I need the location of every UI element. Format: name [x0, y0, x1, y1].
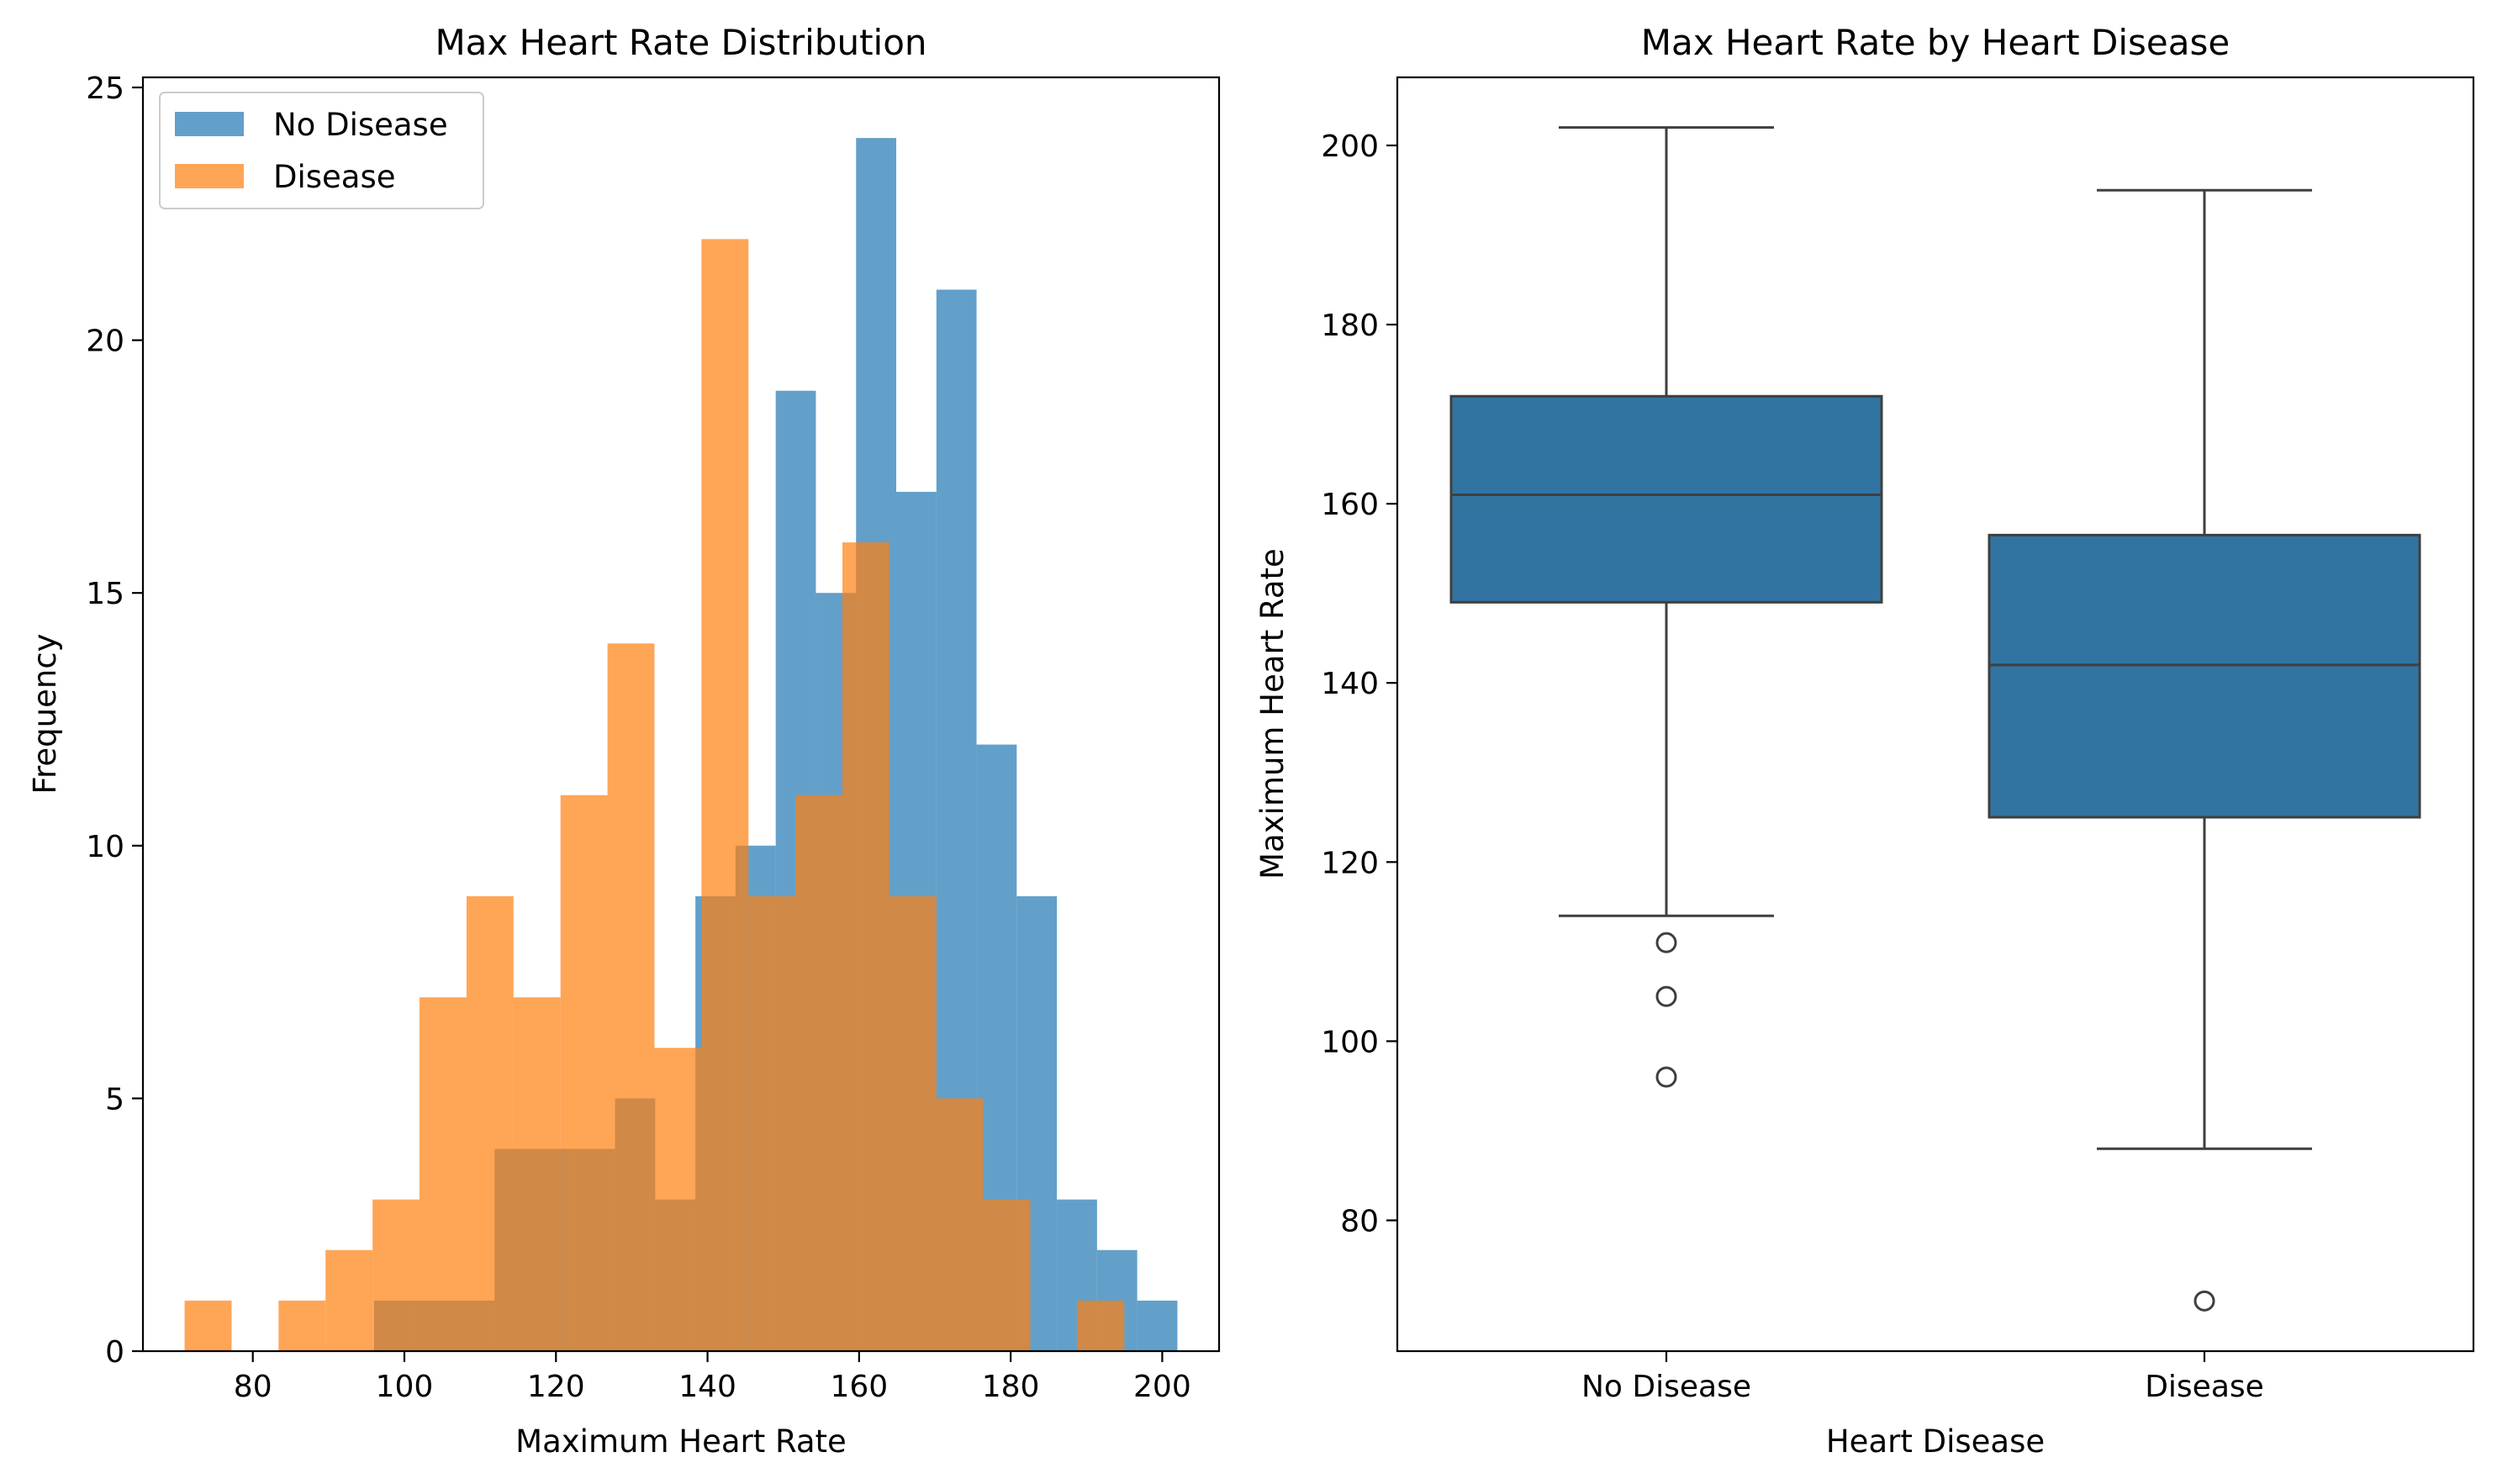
- boxplot-y-tick-label: 140: [1321, 667, 1379, 701]
- histogram-bar-disease: [513, 997, 561, 1351]
- histogram-legend: No Disease Disease: [159, 92, 484, 209]
- outlier-point-no-disease: [1655, 1066, 1677, 1088]
- outlier-point-disease: [2193, 1290, 2215, 1312]
- histogram-x-axis-label: Maximum Heart Rate: [515, 1423, 847, 1460]
- boxplot-axes-frame: [1396, 76, 2475, 1353]
- boxplot-y-tick-label: 80: [1340, 1204, 1379, 1238]
- histogram-bar-disease: [420, 997, 467, 1351]
- boxplot-x-tick-label: No Disease: [1581, 1370, 1751, 1404]
- boxplot-y-ticks: 80 100 120 140 160 180 200: [1321, 129, 1397, 1238]
- boxplot-title: Max Heart Rate by Heart Disease: [1641, 22, 2230, 63]
- histogram-bar-disease: [325, 1249, 373, 1351]
- boxplot-x-axis-label: Heart Disease: [1826, 1423, 2045, 1460]
- histogram-title: Max Heart Rate Distribution: [435, 22, 926, 63]
- histogram-bar-disease: [983, 1199, 1031, 1351]
- histogram-x-ticks: 80 100 120 140 160 180 200: [234, 1351, 1191, 1404]
- histogram-bar-disease: [184, 1300, 232, 1351]
- histogram-bar-disease: [936, 1098, 984, 1351]
- legend-label-disease: Disease: [273, 159, 396, 195]
- histogram-y-tick-label: 10: [86, 830, 124, 864]
- box-disease: [1988, 533, 2421, 819]
- histogram-x-tick-label: 180: [982, 1370, 1040, 1404]
- histogram-bar-no-disease: [1137, 1300, 1178, 1351]
- histogram-y-tick-label: 0: [105, 1335, 124, 1370]
- boxplot-y-tick-label: 180: [1321, 309, 1379, 343]
- boxplot-panel: No Disease Disease 80 100 120 140 160 180 200 M…: [1254, 22, 2475, 1460]
- histogram-x-tick-label: 140: [678, 1370, 736, 1404]
- histogram-bar-disease: [795, 795, 842, 1351]
- histogram-bar-disease: [842, 542, 890, 1351]
- histogram-bars: [184, 138, 1178, 1352]
- boxplot-y-tick-label: 120: [1321, 846, 1379, 880]
- boxplot-y-tick-label: 160: [1321, 488, 1379, 522]
- boxplot-x-ticks: No Disease Disease: [1581, 1351, 2264, 1404]
- histogram-x-tick-label: 200: [1133, 1370, 1191, 1404]
- histogram-axes-frame: [141, 76, 1221, 1353]
- box-no-disease: [1449, 394, 1883, 604]
- histogram-y-axis-label: Frequency: [27, 633, 63, 794]
- boxplot-elements: [1449, 126, 2421, 1312]
- histogram-bar-disease: [748, 895, 796, 1351]
- histogram-y-tick-label: 15: [86, 577, 124, 611]
- histogram-bar-disease: [560, 795, 608, 1351]
- boxplot-x-tick-label: Disease: [2145, 1370, 2264, 1404]
- histogram-y-ticks: 0 5 10 15 20 25: [86, 71, 143, 1370]
- histogram-x-tick-label: 120: [527, 1370, 585, 1404]
- legend-swatch-disease: [175, 164, 244, 188]
- histogram-bar-disease: [889, 895, 937, 1351]
- outlier-point-no-disease: [1655, 932, 1677, 953]
- legend-swatch-no-disease: [175, 112, 244, 136]
- histogram-bar-disease: [278, 1300, 326, 1351]
- histogram-panel: 80 100 120 140 160 180 200 0 5 10 15 20 25 Max Hear…: [27, 22, 1221, 1460]
- legend-label-no-disease: No Disease: [273, 107, 448, 143]
- histogram-bar-disease: [372, 1199, 420, 1351]
- histogram-y-tick-label: 25: [86, 71, 124, 106]
- histogram-bar-disease: [607, 643, 655, 1351]
- outlier-point-no-disease: [1655, 985, 1677, 1007]
- histogram-bar-disease: [1077, 1300, 1125, 1351]
- histogram-y-tick-label: 20: [86, 325, 124, 359]
- histogram-bar-disease: [466, 895, 514, 1351]
- histogram-y-tick-label: 5: [105, 1082, 124, 1117]
- histogram-x-tick-label: 80: [234, 1370, 272, 1404]
- boxplot-y-axis-label: Maximum Heart Rate: [1254, 548, 1291, 879]
- histogram-x-tick-label: 160: [830, 1370, 888, 1404]
- histogram-bar-disease: [654, 1048, 702, 1351]
- histogram-x-tick-label: 100: [376, 1370, 434, 1404]
- histogram-bar-disease: [701, 239, 749, 1351]
- boxplot-y-tick-label: 200: [1321, 129, 1379, 164]
- boxplot-y-tick-label: 100: [1321, 1025, 1379, 1059]
